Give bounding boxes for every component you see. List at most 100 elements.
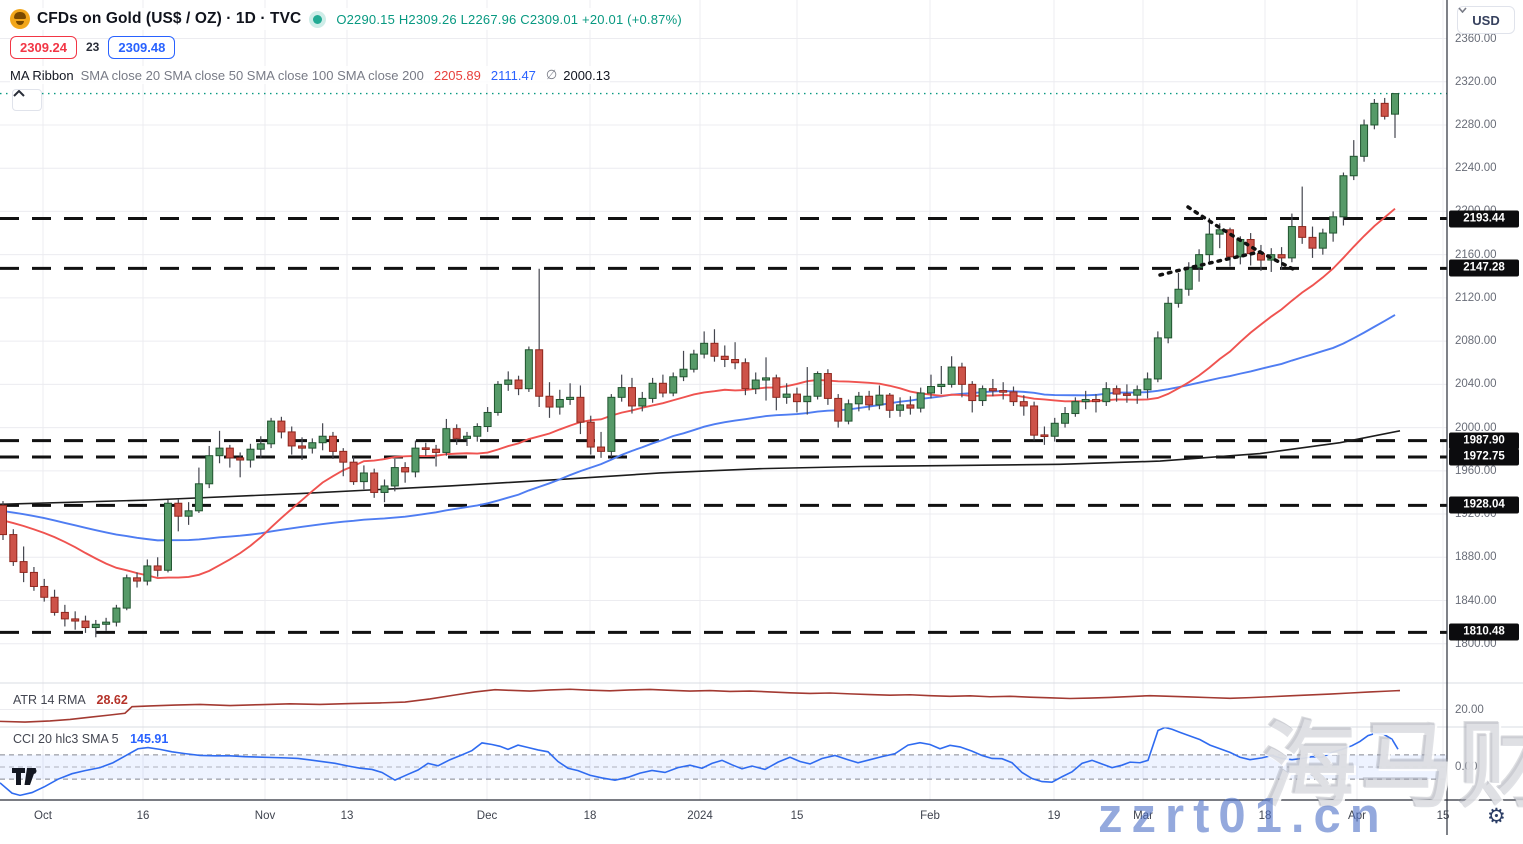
candle[interactable]: [328, 435, 337, 452]
candle[interactable]: [1308, 236, 1317, 249]
candle[interactable]: [380, 485, 389, 493]
candle[interactable]: [0, 504, 7, 536]
candle[interactable]: [627, 387, 636, 407]
price-level-badge[interactable]: 2147.28: [1449, 259, 1519, 277]
candle[interactable]: [1143, 378, 1152, 391]
price-level-badge[interactable]: 1810.48: [1449, 623, 1519, 641]
candle[interactable]: [153, 565, 162, 571]
candle[interactable]: [555, 398, 564, 408]
candle[interactable]: [813, 373, 822, 397]
candle[interactable]: [762, 377, 771, 381]
candle[interactable]: [792, 393, 801, 403]
candle[interactable]: [9, 534, 18, 563]
candle[interactable]: [50, 596, 59, 613]
candle[interactable]: [1256, 253, 1265, 261]
candle[interactable]: [359, 472, 368, 483]
candle[interactable]: [854, 395, 863, 405]
candle[interactable]: [411, 447, 420, 473]
candle[interactable]: [473, 426, 482, 437]
candle[interactable]: [463, 435, 471, 439]
candle[interactable]: [298, 445, 307, 449]
candle[interactable]: [452, 428, 461, 439]
candle[interactable]: [19, 561, 28, 573]
candle[interactable]: [1081, 398, 1090, 403]
candle[interactable]: [1009, 391, 1018, 403]
candle[interactable]: [194, 483, 203, 512]
candle[interactable]: [896, 404, 905, 411]
candle[interactable]: [720, 355, 729, 360]
candle[interactable]: [81, 620, 90, 629]
candle[interactable]: [751, 379, 760, 390]
candle[interactable]: [236, 457, 245, 461]
candle[interactable]: [1226, 229, 1235, 258]
candle[interactable]: [1112, 388, 1121, 395]
candle[interactable]: [1030, 405, 1039, 436]
candle[interactable]: [215, 447, 224, 457]
candle[interactable]: [999, 390, 1008, 393]
candle[interactable]: [1122, 393, 1131, 396]
candle[interactable]: [256, 443, 265, 450]
candle[interactable]: [700, 342, 709, 355]
candle[interactable]: [535, 349, 544, 397]
candle[interactable]: [267, 420, 276, 445]
candle[interactable]: [287, 431, 296, 447]
candle[interactable]: [349, 461, 358, 483]
candle[interactable]: [875, 394, 884, 406]
candle[interactable]: [1391, 93, 1399, 115]
candle[interactable]: [885, 394, 894, 411]
price-level-badge[interactable]: 1972.75: [1449, 448, 1519, 466]
candle[interactable]: [308, 442, 317, 449]
candle[interactable]: [225, 447, 234, 459]
sell-button[interactable]: 2309.24: [10, 35, 77, 59]
candle[interactable]: [174, 502, 183, 517]
candle[interactable]: [1153, 337, 1162, 380]
candle[interactable]: [1050, 422, 1059, 437]
candle[interactable]: [927, 386, 935, 394]
candle[interactable]: [205, 455, 214, 485]
candle[interactable]: [865, 395, 874, 406]
tradingview-logo[interactable]: [12, 768, 42, 792]
candle[interactable]: [741, 362, 750, 390]
candle[interactable]: [370, 472, 379, 493]
candle[interactable]: [339, 450, 348, 463]
candle[interactable]: [1360, 124, 1369, 157]
candle[interactable]: [432, 448, 441, 453]
candle[interactable]: [1061, 413, 1070, 424]
buy-button[interactable]: 2309.48: [108, 35, 176, 59]
candle[interactable]: [122, 577, 131, 609]
candle[interactable]: [40, 585, 49, 598]
candle[interactable]: [133, 577, 142, 582]
candle[interactable]: [1102, 388, 1111, 403]
candle[interactable]: [731, 358, 740, 364]
candle[interactable]: [1174, 288, 1183, 304]
candle[interactable]: [968, 383, 977, 402]
candle[interactable]: [483, 411, 492, 428]
candle[interactable]: [318, 435, 327, 444]
collapse-legend-button[interactable]: [12, 89, 42, 111]
candle[interactable]: [1195, 254, 1204, 269]
candle[interactable]: [493, 383, 502, 413]
candle[interactable]: [390, 467, 399, 487]
ma-ribbon-legend[interactable]: MA Ribbon SMA close 20 SMA close 50 SMA …: [10, 66, 611, 84]
price-level-badge[interactable]: 1987.90: [1449, 432, 1519, 450]
candle[interactable]: [658, 382, 667, 394]
candle[interactable]: [916, 392, 925, 409]
candle[interactable]: [844, 403, 853, 422]
candle[interactable]: [906, 404, 915, 409]
candle[interactable]: [947, 366, 956, 385]
candle[interactable]: [246, 448, 255, 461]
candle[interactable]: [1277, 254, 1286, 259]
candle[interactable]: [1164, 302, 1173, 339]
candle[interactable]: [782, 393, 791, 398]
currency-dropdown[interactable]: USD: [1457, 6, 1515, 34]
candle[interactable]: [803, 395, 812, 403]
candle[interactable]: [937, 383, 946, 388]
gear-icon[interactable]: ⚙: [1487, 805, 1506, 828]
candle[interactable]: [102, 621, 111, 625]
candle[interactable]: [545, 395, 554, 408]
candle[interactable]: [524, 349, 533, 390]
candle[interactable]: [586, 421, 595, 448]
candle[interactable]: [29, 571, 38, 587]
candle[interactable]: [1380, 102, 1389, 117]
